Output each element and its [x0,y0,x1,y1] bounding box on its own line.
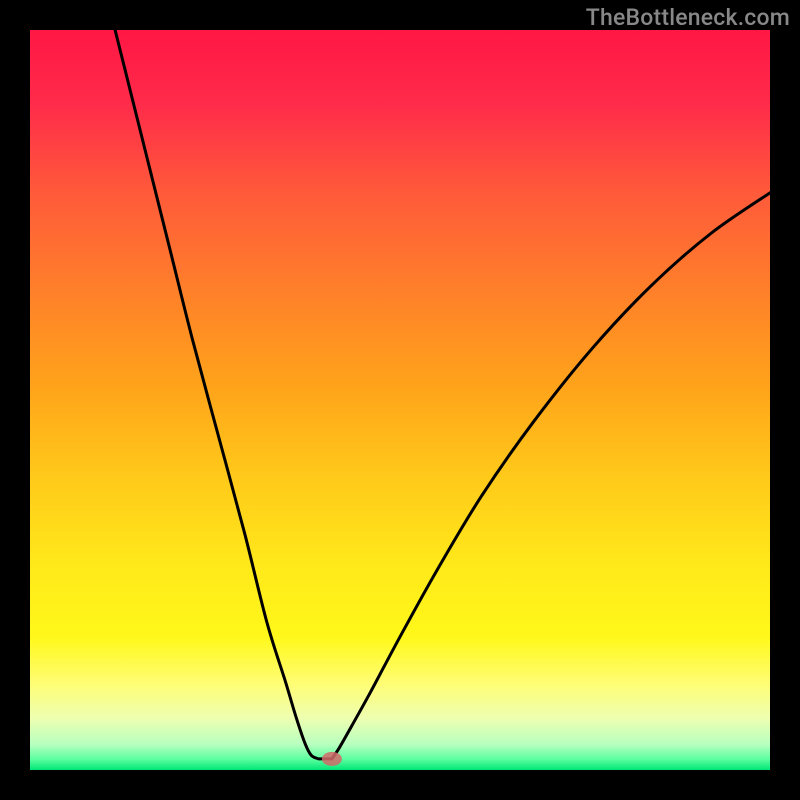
plot-svg [30,30,770,770]
watermark-text: TheBottleneck.com [586,4,790,31]
chart-container: TheBottleneck.com [0,0,800,800]
gradient-background [30,30,770,770]
plot-area [30,30,770,770]
optimum-marker [322,752,342,766]
